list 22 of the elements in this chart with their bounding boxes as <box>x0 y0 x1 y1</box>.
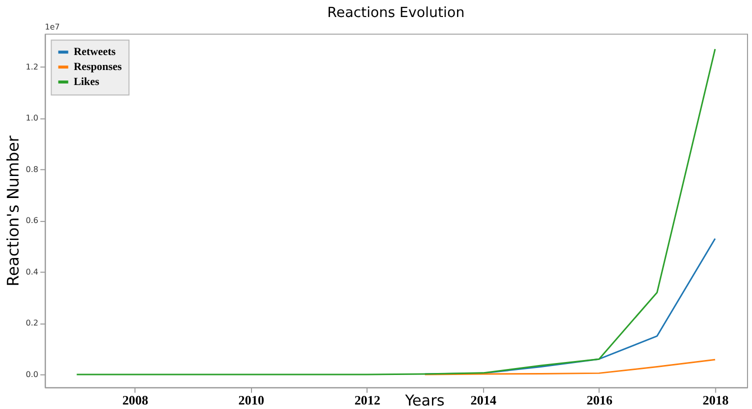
x-tick-label: 2018 <box>702 392 730 408</box>
chart-title: Reactions Evolution <box>327 4 465 21</box>
x-tick-label: 2012 <box>354 392 380 408</box>
y-tick-label: 1.2 <box>26 62 38 72</box>
x-tick-label: 2010 <box>238 392 264 408</box>
y-tick-label: 0.8 <box>26 164 38 174</box>
text: 1e7 <box>44 22 60 32</box>
line-series <box>76 48 716 376</box>
y-tick-label: 0.2 <box>26 318 38 328</box>
legend-label: Likes <box>74 76 100 88</box>
x-axis-title: Years <box>404 392 445 409</box>
legend-label: Retweets <box>74 46 116 58</box>
x-tick-label: 2014 <box>470 392 497 408</box>
y-tick-label: 1.0 <box>26 114 38 123</box>
line-series <box>424 358 716 376</box>
y-tick-label: 0.0 <box>26 370 38 379</box>
y-tick-label: 0.6 <box>26 216 38 226</box>
y-axis-title: Reaction's Number <box>4 135 23 286</box>
x-tick-label: 2016 <box>586 392 614 408</box>
y-tick-label: 0.4 <box>26 267 38 276</box>
x-tick-label: 2008 <box>122 392 149 408</box>
legend-label: Responses <box>74 61 122 74</box>
